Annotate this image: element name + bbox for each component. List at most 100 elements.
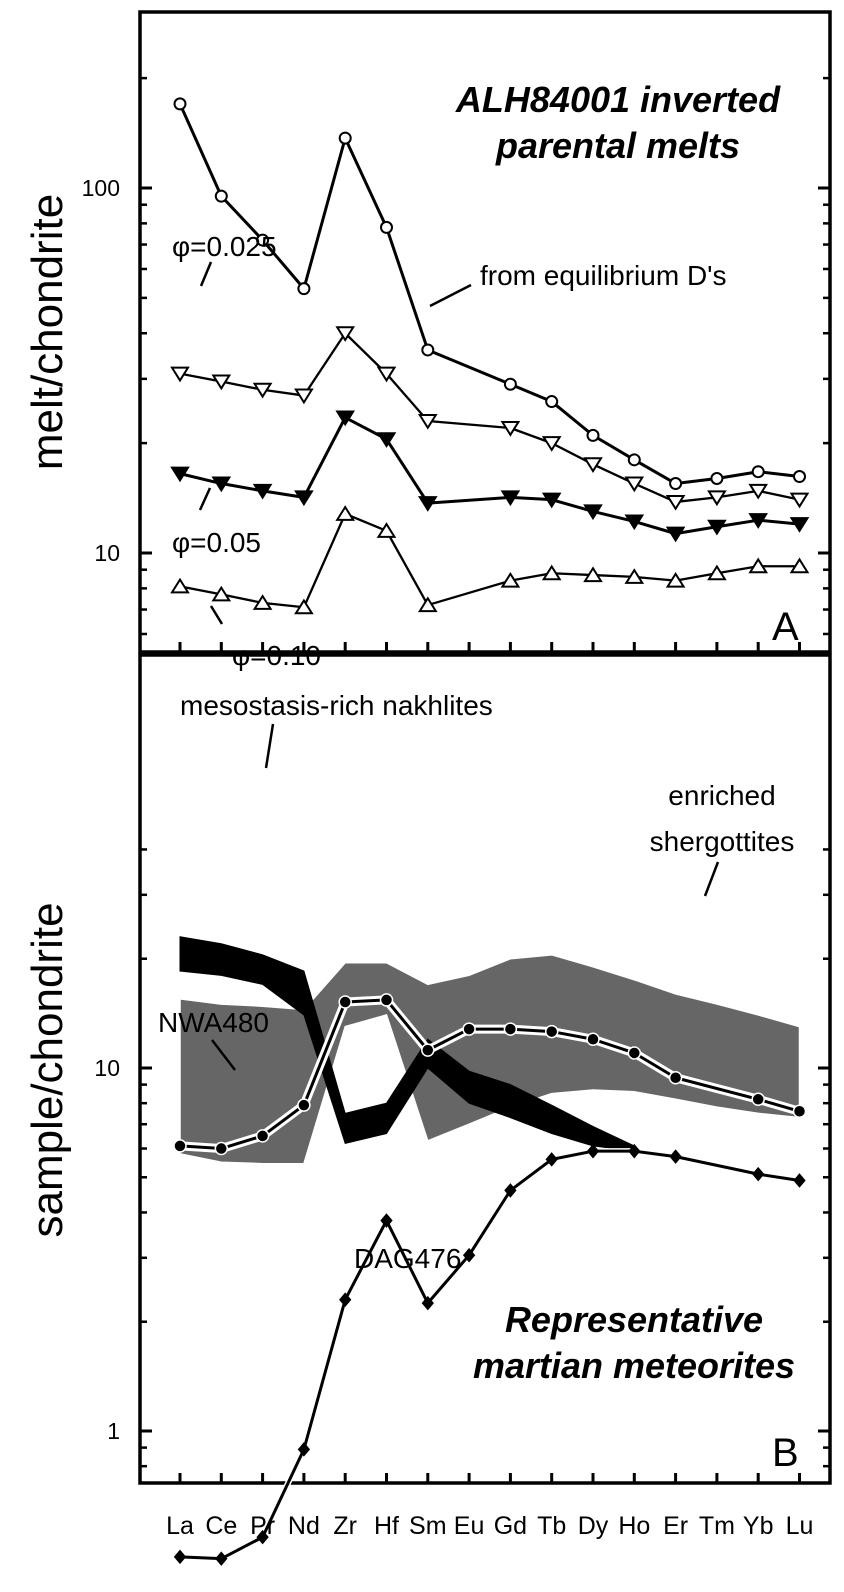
point-dag476-lu (793, 1173, 806, 1188)
point-nwa480-ce (214, 1141, 229, 1156)
label-dag476: DAG476 (354, 1243, 461, 1274)
point-nwa480-yb (751, 1092, 765, 1107)
point--0-10-yb (748, 557, 769, 574)
point--0-025-zr (335, 326, 356, 342)
point--0-025-hf (376, 366, 397, 383)
point-nwa480-la (173, 1139, 187, 1153)
point-nwa480-er (668, 1071, 683, 1085)
point--0-025-tb (541, 436, 562, 452)
panel-a-ylabel: melt/chondrite (23, 194, 72, 470)
point--0-05-hf (376, 432, 397, 448)
point-from-equilibrium-d-s-zr (338, 131, 352, 145)
label-enriched-line1: enriched (668, 780, 775, 811)
x-tick-label-zr: Zr (333, 1512, 357, 1540)
point--0-025-er (665, 494, 686, 511)
point-dag476-ho (628, 1143, 641, 1159)
point--0-05-nd (294, 490, 314, 507)
y-tick-label: 100 (82, 175, 120, 201)
point--0-05-ce (211, 476, 232, 493)
point--0-025-nd (294, 388, 314, 405)
panel-a: 10 100 (82, 76, 830, 652)
point-from-equilibrium-d-s-gd (503, 377, 517, 391)
point--0-05-tm (707, 519, 727, 536)
point-nwa480-dy (586, 1032, 600, 1047)
point-dag476-yb (752, 1166, 765, 1182)
point-dag476-ce (215, 1551, 228, 1566)
x-tick-label-gd: Gd (494, 1512, 527, 1540)
point--0-05-tb (541, 492, 562, 509)
point--0-10-la (170, 577, 190, 594)
point--0-10-sm (417, 596, 438, 613)
point-from-equilibrium-d-s-hf (380, 220, 393, 234)
point-nwa480-tb (544, 1024, 559, 1039)
point-nwa480-sm (421, 1043, 435, 1057)
point--0-05-la (170, 466, 190, 483)
point--0-10-zr (335, 505, 356, 521)
point--0-025-yb (748, 483, 769, 500)
panel-b: 1 10 (94, 848, 830, 1566)
point--0-05-yb (748, 513, 769, 529)
x-tick-label-ho: Ho (618, 1512, 650, 1540)
point-nwa480-hf (379, 993, 394, 1007)
panel-b-ticks: 1 10 (94, 848, 830, 1483)
point--0-025-lu (789, 492, 810, 509)
point-from-equilibrium-d-s-tm (710, 471, 724, 485)
point--0-025-gd (500, 421, 521, 437)
panel-a-letter: A (772, 605, 799, 649)
panel-a-series (170, 97, 810, 615)
point-from-equilibrium-d-s-sm (421, 343, 435, 357)
leader-equilibrium-ds (429, 283, 472, 308)
panel-b-ylabel: sample/chondrite (23, 902, 72, 1237)
y-tick-label: 1 (107, 1418, 120, 1444)
x-tick-label-dy: Dy (578, 1512, 609, 1540)
panel-b-letter: B (772, 1431, 799, 1475)
point-dag476-zr (339, 1292, 352, 1307)
point--0-05-sm (417, 496, 438, 512)
series-line--0-025 (179, 332, 800, 504)
series-line--0-05 (179, 416, 800, 536)
point-dag476-dy (586, 1143, 600, 1159)
point-from-equilibrium-d-s-lu (793, 470, 806, 484)
x-tick-label-tb: Tb (537, 1512, 566, 1540)
label-nwa480: NWA480 (158, 1007, 269, 1038)
point-dag476-gd (504, 1183, 517, 1198)
point-nwa480-lu (792, 1104, 807, 1119)
leader-phi-0025 (199, 261, 213, 287)
panel-b-series (173, 993, 807, 1566)
label-equilibrium-ds: from equilibrium D's (480, 260, 727, 291)
label-nakhlites: mesostasis-rich nakhlites (180, 690, 493, 721)
point-nwa480-gd (503, 1022, 518, 1036)
label-phi-010: φ=0.10 (232, 640, 321, 671)
point-from-equilibrium-d-s-ho (627, 453, 641, 467)
x-tick-label-ce: Ce (205, 1512, 237, 1540)
x-tick-label-nd: Nd (288, 1512, 320, 1540)
point-nwa480-eu (462, 1022, 476, 1036)
point-nwa480-pr (255, 1129, 270, 1143)
point--0-10-ce (211, 585, 232, 602)
label-enriched-line2: shergottites (650, 826, 795, 857)
point-dag476-nd (297, 1442, 311, 1457)
leader-phi-005 (198, 487, 212, 511)
x-tick-label-hf: Hf (374, 1512, 399, 1540)
point-dag476-pr (256, 1529, 269, 1545)
point--0-05-pr (252, 483, 273, 500)
point-from-equilibrium-d-s-tb (545, 395, 559, 409)
x-tick-label-er: Er (663, 1512, 688, 1540)
point--0-10-dy (583, 566, 603, 583)
panel-a-title-line2: parental melts (495, 125, 740, 166)
point-dag476-hf (380, 1213, 393, 1228)
point--0-10-nd (294, 598, 314, 615)
point--0-10-tm (707, 564, 727, 581)
point--0-025-tm (707, 490, 727, 507)
x-tick-label-yb: Yb (743, 1512, 774, 1540)
point-from-equilibrium-d-s-ce (214, 189, 228, 203)
leader-nakhlites (264, 723, 275, 769)
point--0-10-ho (624, 568, 645, 584)
point-from-equilibrium-d-s-la (173, 97, 187, 111)
point-dag476-sm (421, 1295, 434, 1311)
point-nwa480-ho (627, 1046, 642, 1060)
point-from-equilibrium-d-s-nd (297, 282, 311, 296)
point-nwa480-nd (297, 1098, 311, 1112)
